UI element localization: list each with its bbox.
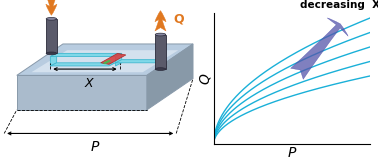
Ellipse shape — [155, 33, 166, 36]
Polygon shape — [101, 53, 126, 64]
Polygon shape — [103, 60, 111, 64]
Ellipse shape — [155, 68, 166, 70]
Polygon shape — [115, 60, 164, 63]
Polygon shape — [17, 75, 147, 110]
Y-axis label: Q: Q — [198, 73, 212, 84]
Text: Q: Q — [173, 12, 184, 25]
Bar — [155, 35, 166, 69]
X-axis label: P: P — [288, 146, 296, 157]
Polygon shape — [50, 53, 122, 57]
Bar — [46, 19, 57, 53]
Polygon shape — [50, 63, 115, 66]
Ellipse shape — [46, 17, 57, 20]
Polygon shape — [17, 44, 193, 75]
Polygon shape — [31, 50, 178, 72]
Text: decreasing  X: decreasing X — [300, 0, 378, 10]
Ellipse shape — [46, 52, 57, 55]
Text: X: X — [85, 77, 93, 90]
Polygon shape — [50, 53, 57, 66]
Text: P: P — [90, 140, 99, 154]
Polygon shape — [147, 44, 193, 110]
Polygon shape — [115, 53, 122, 66]
